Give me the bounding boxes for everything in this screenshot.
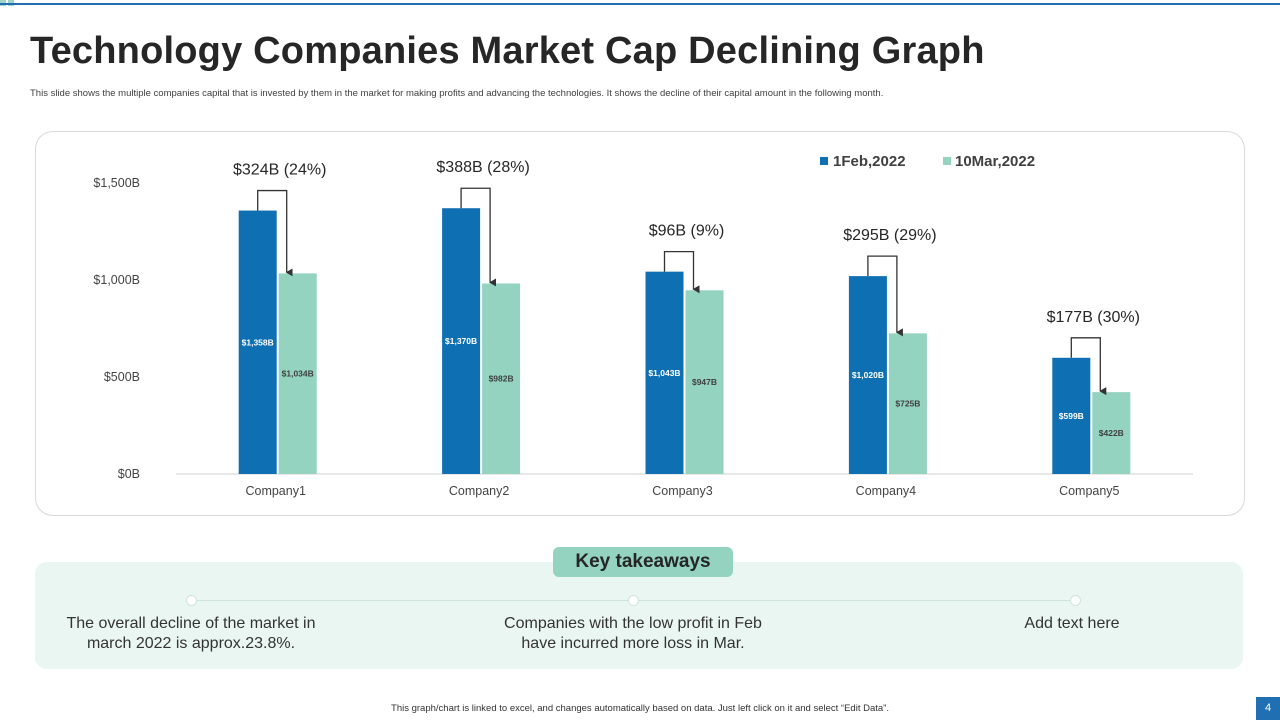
decline-label-5: $177B (30%) xyxy=(1047,309,1140,326)
page-title: Technology Companies Market Cap Declinin… xyxy=(30,30,985,72)
data-label-mar-1: $1,034B xyxy=(282,369,314,379)
bar-feb-1[interactable] xyxy=(238,210,277,474)
decline-arrow-4 xyxy=(867,255,903,337)
data-label-mar-3: $947B xyxy=(692,377,717,387)
data-label-feb-3: $1,043B xyxy=(648,368,680,378)
legend-label-mar: 10Mar,2022 xyxy=(955,153,1035,170)
data-label-feb-1: $1,358B xyxy=(242,337,274,347)
takeaway-text-2[interactable]: Companies with the low profit in Feb hav… xyxy=(483,614,783,654)
x-tick-label: Company3 xyxy=(652,484,712,498)
x-tick-label: Company4 xyxy=(856,484,916,498)
takeaway-dot-2 xyxy=(628,595,639,606)
key-takeaways-header: Key takeaways xyxy=(553,547,733,577)
bar-chart[interactable]: $0B $500B $1,000B $1,500B $1,358B $1,034B $324… xyxy=(36,132,1244,515)
decline-arrow-3 xyxy=(663,251,700,294)
y-tick-label: $500B xyxy=(104,370,140,384)
data-label-feb-2: $1,370B xyxy=(445,336,477,346)
bar-feb-3[interactable] xyxy=(645,271,684,474)
takeaway-text-3[interactable]: Add text here xyxy=(922,614,1222,634)
decline-label-2: $388B (28%) xyxy=(436,159,529,176)
legend-swatch-feb xyxy=(820,157,828,165)
x-tick-label: Company2 xyxy=(449,484,509,498)
takeaway-1-line-2: march 2022 is approx.23.8%. xyxy=(86,635,296,652)
data-label-feb-5: $599B xyxy=(1059,411,1084,421)
decline-arrow-5 xyxy=(1070,337,1107,396)
top-rule xyxy=(0,3,1280,5)
page-subtitle: This slide shows the multiple companies … xyxy=(30,88,884,99)
legend-label-feb: 1Feb,2022 xyxy=(833,153,906,170)
bar-feb-4[interactable] xyxy=(848,276,887,474)
y-tick-label: $1,000B xyxy=(93,273,140,287)
takeaways-panel: The overall decline of the market in mar… xyxy=(35,562,1243,669)
legend-swatch-mar xyxy=(943,157,951,165)
decline-label-1: $324B (24%) xyxy=(233,162,326,179)
data-label-mar-2: $982B xyxy=(489,374,514,384)
decline-arrow-2 xyxy=(460,187,497,287)
chart-card[interactable]: $0B $500B $1,000B $1,500B $1,358B $1,034B $324… xyxy=(35,131,1245,516)
y-tick-label: $0B xyxy=(118,467,140,481)
decline-label-4: $295B (29%) xyxy=(843,227,936,244)
x-tick-label: Company1 xyxy=(245,484,305,498)
bar-feb-5[interactable] xyxy=(1052,357,1091,474)
takeaway-3-line-1: Add text here xyxy=(1024,615,1120,632)
y-tick-label: $1,500B xyxy=(93,176,140,190)
takeaway-dot-1 xyxy=(186,595,197,606)
takeaway-text-1[interactable]: The overall decline of the market in mar… xyxy=(41,614,341,654)
takeaway-1-line-1: The overall decline of the market in xyxy=(66,615,316,632)
bar-mar-3[interactable] xyxy=(685,290,724,474)
bar-mar-5[interactable] xyxy=(1092,392,1131,474)
data-label-mar-4: $725B xyxy=(895,399,920,409)
bar-mar-1[interactable] xyxy=(278,273,317,474)
data-label-feb-4: $1,020B xyxy=(852,370,884,380)
bar-mar-4[interactable] xyxy=(888,333,927,474)
decline-arrow-1 xyxy=(257,189,293,277)
takeaway-2-line-2: have incurred more loss in Mar. xyxy=(521,635,745,652)
takeaway-dot-3 xyxy=(1070,595,1081,606)
page-number: 4 xyxy=(1256,697,1280,720)
takeaway-2-line-1: Companies with the low profit in Feb xyxy=(504,615,762,632)
bar-feb-2[interactable] xyxy=(442,208,481,474)
x-tick-label: Company5 xyxy=(1059,484,1119,498)
bar-mar-2[interactable] xyxy=(482,283,521,474)
data-label-mar-5: $422B xyxy=(1099,428,1124,438)
decline-label-3: $96B (9%) xyxy=(649,223,725,240)
footnote: This graph/chart is linked to excel, and… xyxy=(391,703,889,714)
